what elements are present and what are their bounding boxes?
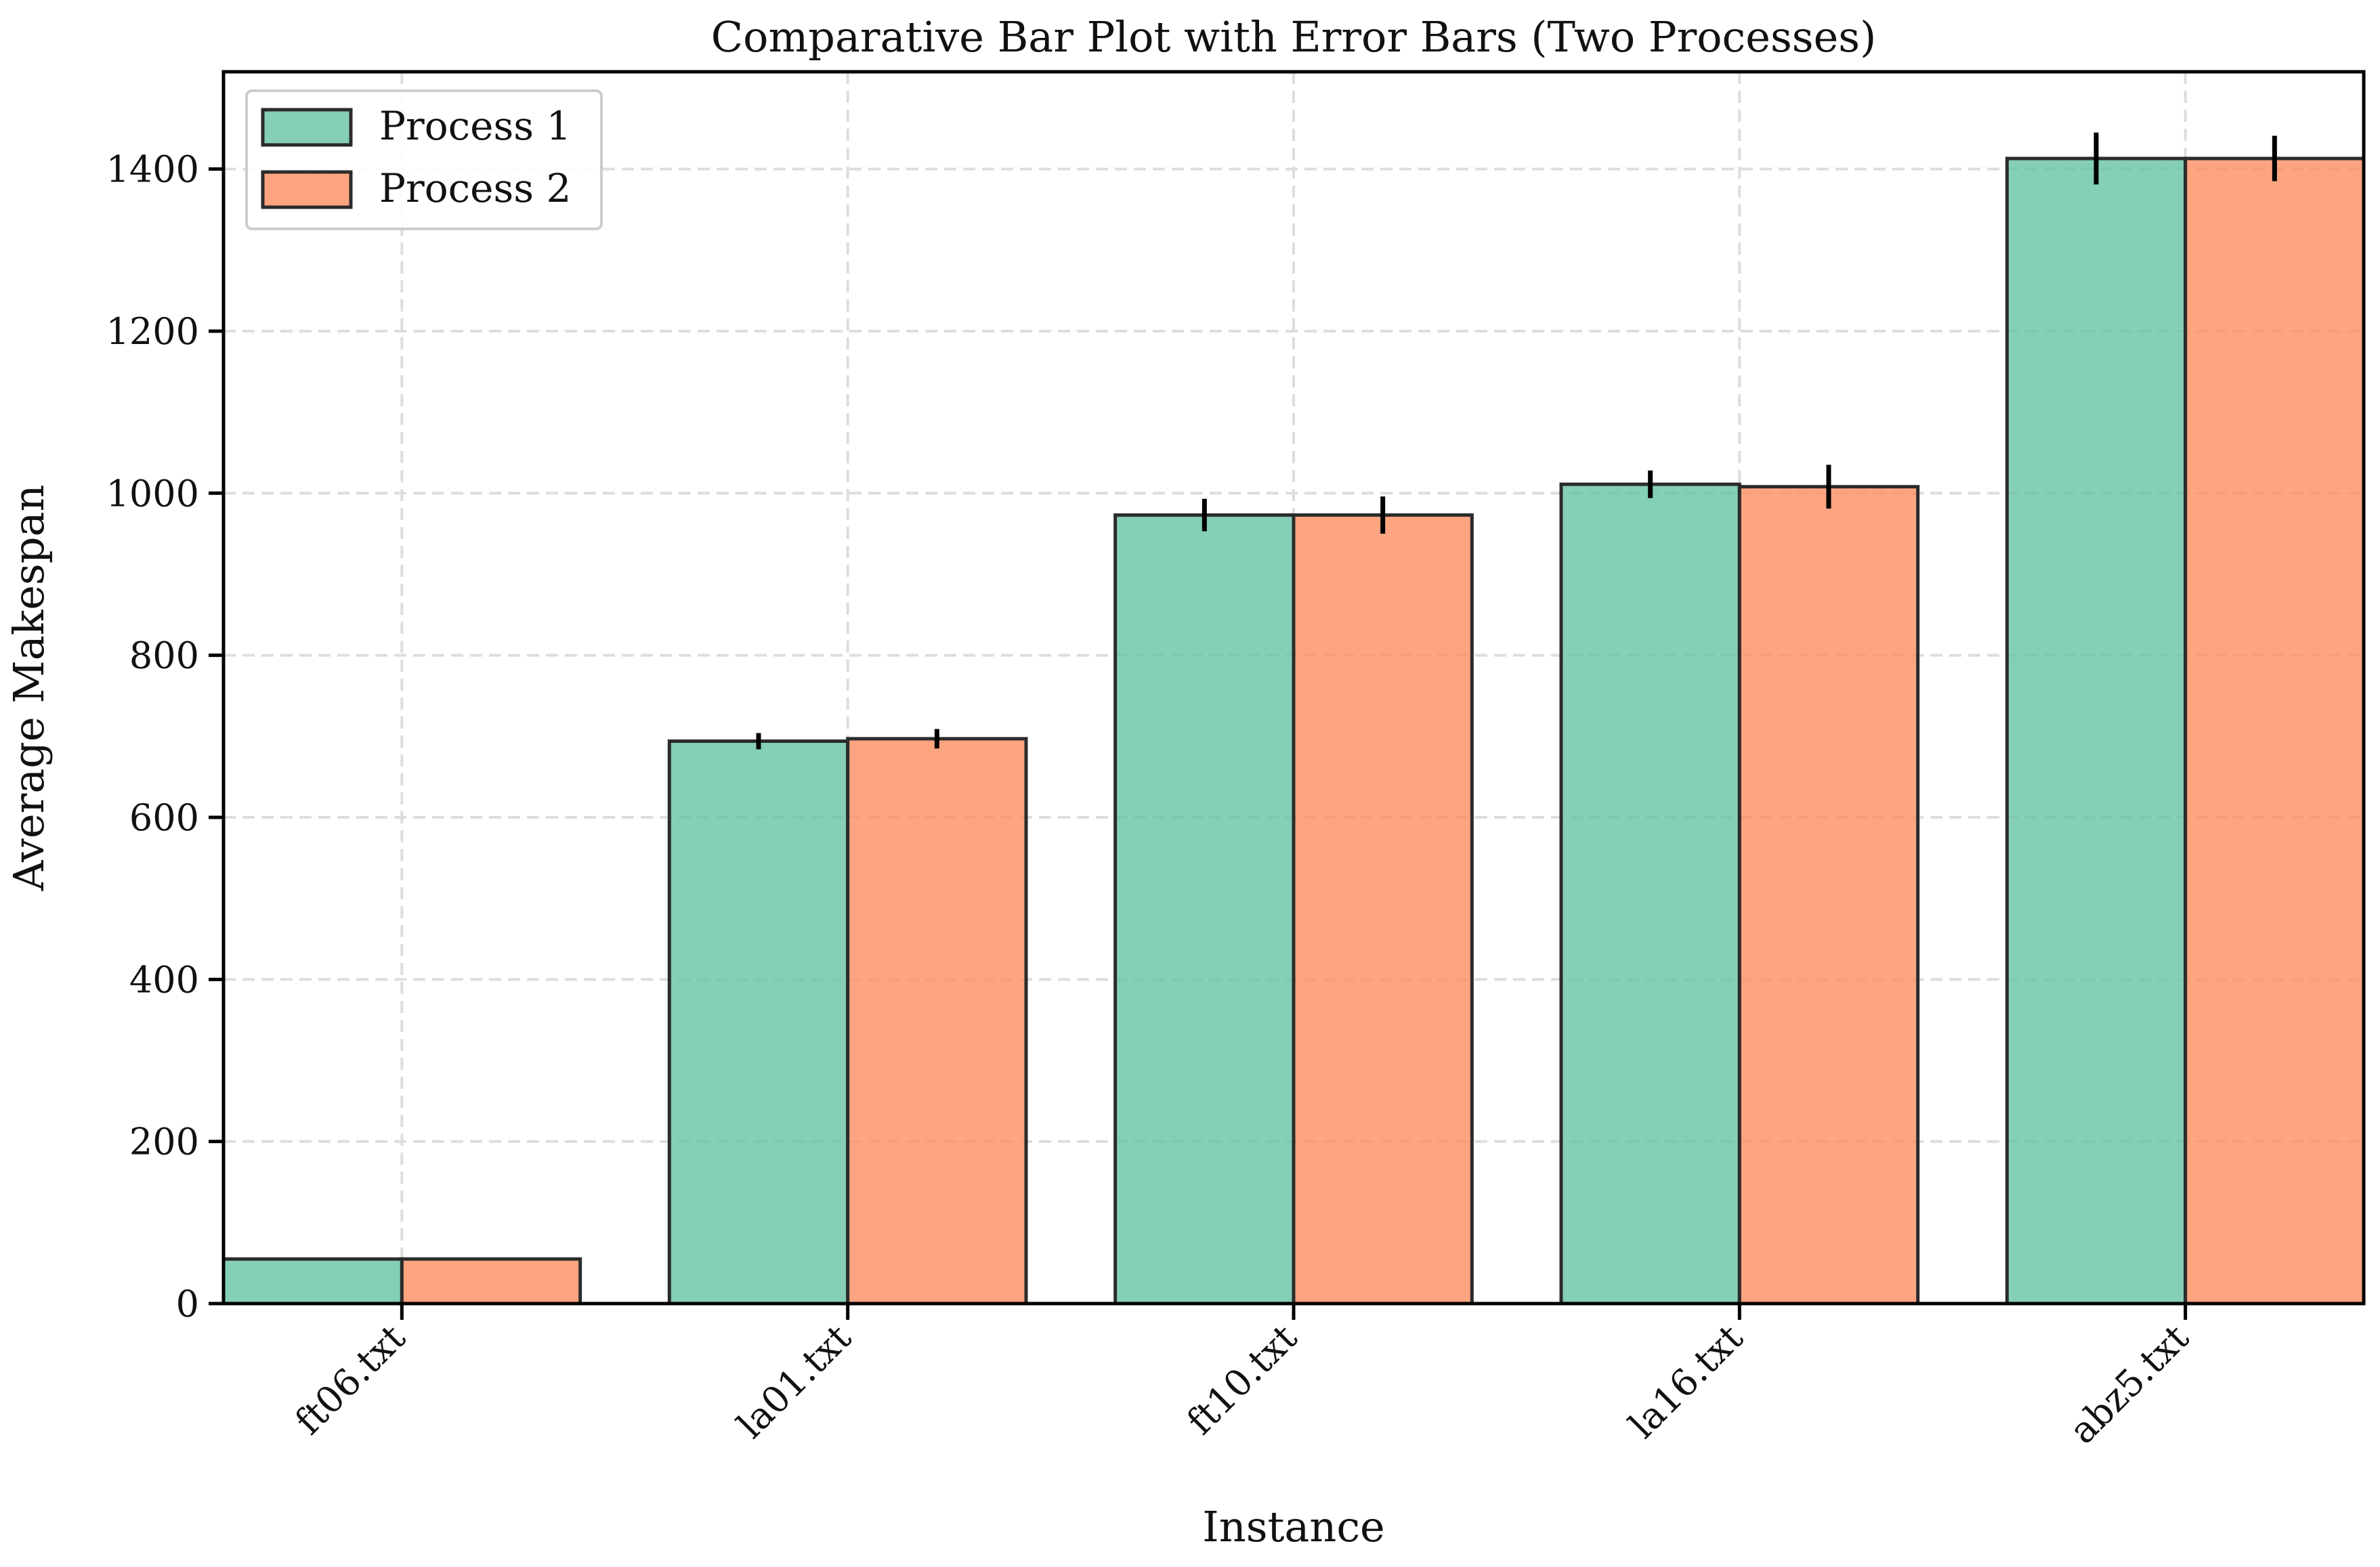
legend-label: Process 1 [379,103,571,149]
bar-process-2-abz5-txt [2184,156,2366,1306]
legend-swatch-process-2 [261,170,353,209]
bar-process-1-ft06-txt [221,1257,404,1306]
x-tick-label: la01.txt [729,1316,859,1446]
legend-label: Process 2 [379,165,571,211]
x-tick-label: ft10.txt [1178,1316,1305,1442]
bar-process-1-abz5-txt [2005,156,2188,1306]
y-tick-label: 200 [129,1121,199,1163]
bar-process-2-ft06-txt [400,1257,582,1306]
y-tick-label: 1200 [106,310,199,353]
x-axis-label: Instance [1202,1502,1384,1551]
bar-process-2-la16-txt [1737,485,1920,1306]
y-tick-label: 1000 [106,472,199,515]
bar-process-1-la16-txt [1559,482,1741,1306]
y-tick-label: 800 [129,635,199,677]
legend-swatch-process-1 [261,108,353,147]
x-tick-label: abz5.txt [2061,1316,2197,1452]
y-tick-label: 600 [129,796,199,839]
bar-process-2-la01-txt [846,737,1028,1306]
bar-process-1-la01-txt [667,739,850,1306]
y-tick-label: 1400 [106,148,199,191]
y-axis-label: Average Makespan [4,485,54,892]
y-tick-label: 0 [176,1283,199,1325]
bar-process-1-ft10-txt [1113,513,1296,1306]
y-tick-label: 400 [129,958,199,1001]
bar-process-2-ft10-txt [1292,513,1474,1306]
x-tick-label: la16.txt [1621,1316,1751,1446]
x-tick-label: ft06.txt [287,1316,414,1442]
chart-title: Comparative Bar Plot with Error Bars (Tw… [711,12,1877,62]
